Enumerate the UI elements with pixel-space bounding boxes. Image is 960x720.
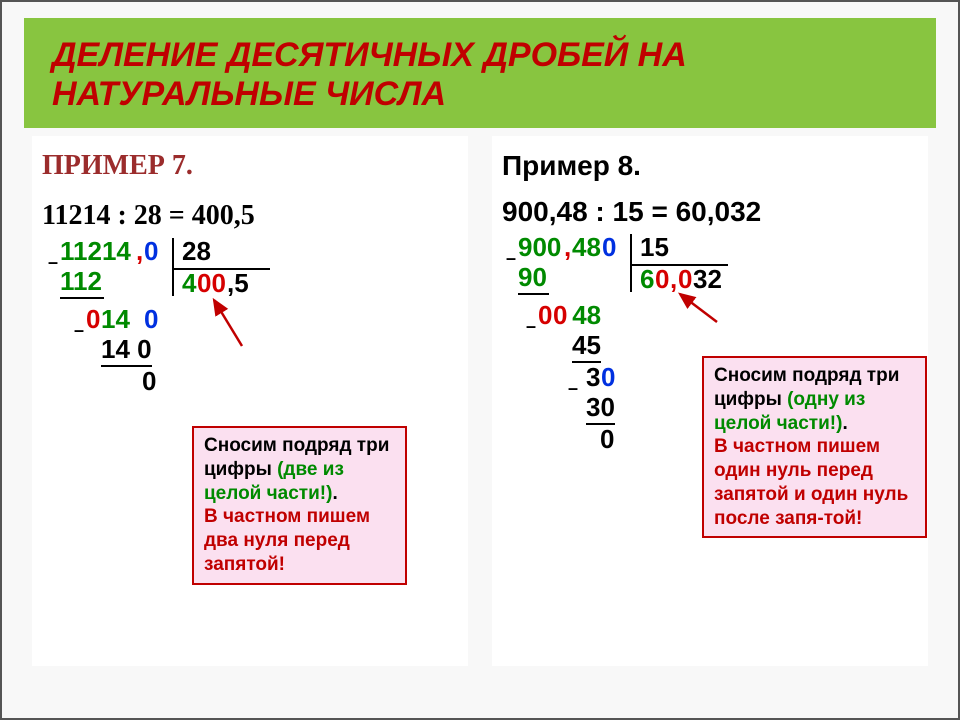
r-division-vline [630,234,632,292]
note7-dot: . [332,483,337,504]
minus-sign-r1: – [506,248,516,269]
quotient-b: 00 [197,268,226,299]
note7-line2: В частном пишем два нуля перед запятой! [204,506,370,575]
sub2: 14 0 [101,334,152,367]
example-8-panel: Пример 8. 900,48 : 15 = 60,032 – 900 , 4… [492,136,928,666]
r-mid-a: 0 [538,300,552,331]
example-8-equation: 900,48 : 15 = 60,032 [502,196,918,228]
remainder: 0 [142,366,156,397]
note8-line2: В частном пишем один нуль перед запятой … [714,436,908,528]
mid-b: 14 [101,304,137,335]
r-mid-c: 48 [565,300,601,331]
example-7-label: ПРИМЕР 7. [42,150,458,182]
sub1: 112 [60,266,104,299]
mid-a: 0 [86,304,100,335]
example-8-label: Пример 8. [502,150,918,182]
r-dividend-a: 900 [518,232,561,263]
r-mid2a: 3 [586,362,600,393]
r-remainder: 0 [600,424,614,455]
example-7-equation: 11214 : 28 = 400,5 [42,200,458,232]
r-q-e: 32 [693,264,722,295]
dividend-part-b: 0 [144,236,158,267]
divisor: 28 [182,236,211,267]
r-q-b: 0 [655,264,669,295]
r-dividend-c: 0 [602,232,616,263]
r-sub1: 90 [518,262,549,295]
quotient-c: ,5 [227,268,249,299]
r-q-d: 0 [678,264,692,295]
dividend-part-a: 11214 [60,236,131,267]
minus-sign-r2: – [526,316,536,337]
quotient-a: 4 [182,268,196,299]
minus-sign: – [48,252,58,273]
r-dividend-comma: , [564,232,571,263]
r-dividend-b: 48 [572,232,601,263]
dividend-comma: , [136,236,143,267]
r-divisor: 15 [640,232,669,263]
example-7-panel: ПРИМЕР 7. 11214 : 28 = 400,5 – 11214 , 0… [32,136,468,666]
division-vline [172,238,174,296]
r-sub2: 45 [572,330,601,363]
title-bar: ДЕЛЕНИЕ ДЕСЯТИЧНЫХ ДРОБЕЙ НА НАТУРАЛЬНЫЕ… [24,18,936,128]
page-title: ДЕЛЕНИЕ ДЕСЯТИЧНЫХ ДРОБЕЙ НА НАТУРАЛЬНЫЕ… [52,36,687,113]
r-mid2b: 0 [601,362,615,393]
r-q-c: , [670,264,677,295]
columns: ПРИМЕР 7. 11214 : 28 = 400,5 – 11214 , 0… [2,136,958,666]
note8-dot: . [842,413,847,434]
mid-c: 0 [144,304,158,335]
r-q-a: 6 [640,264,654,295]
note-7: Сносим подряд три цифры (две из целой ча… [192,426,407,585]
minus-sign-r3: – [568,378,578,399]
r-sub3: 30 [586,392,615,425]
note-8: Сносим подряд три цифры (одну из целой ч… [702,356,927,538]
minus-sign-2: – [74,320,84,341]
